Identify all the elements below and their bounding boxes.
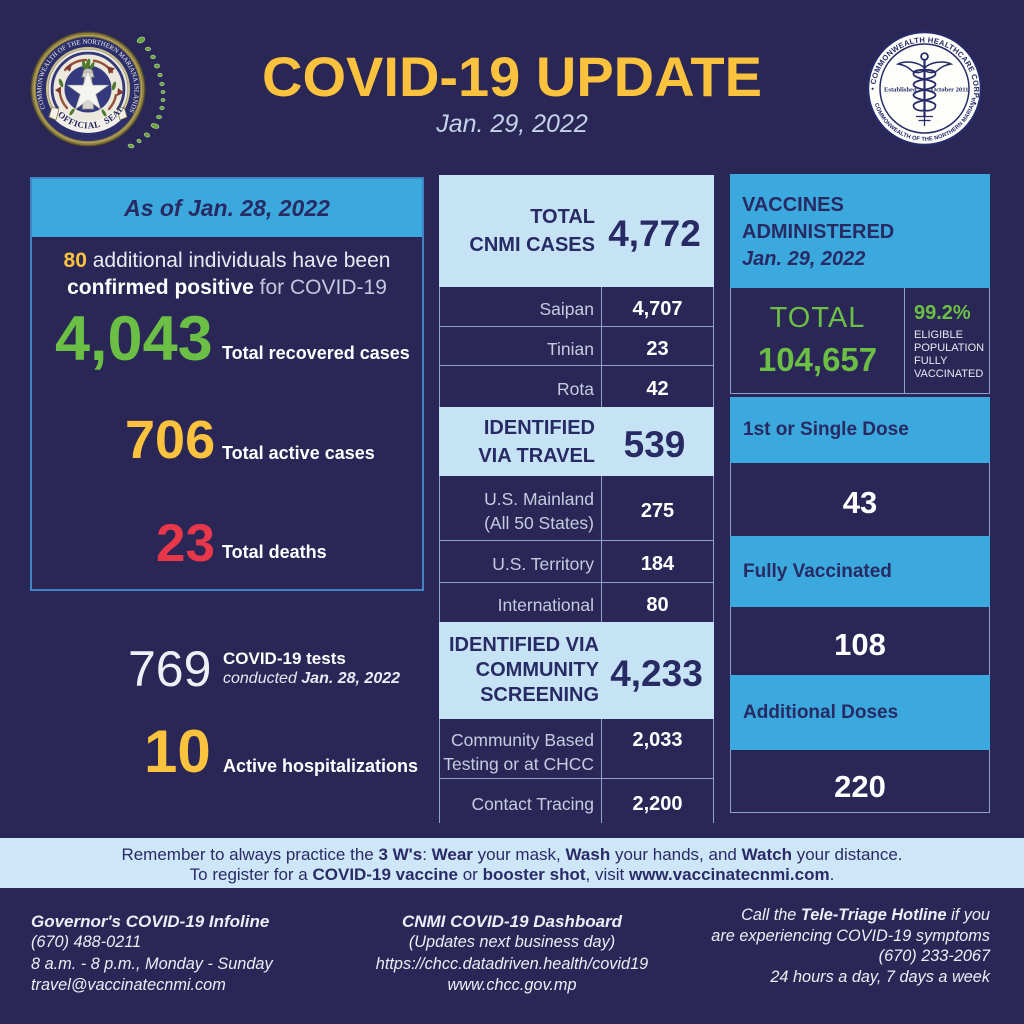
svg-text:Established: Established: [884, 87, 917, 94]
svg-text:October 2011: October 2011: [931, 87, 968, 94]
